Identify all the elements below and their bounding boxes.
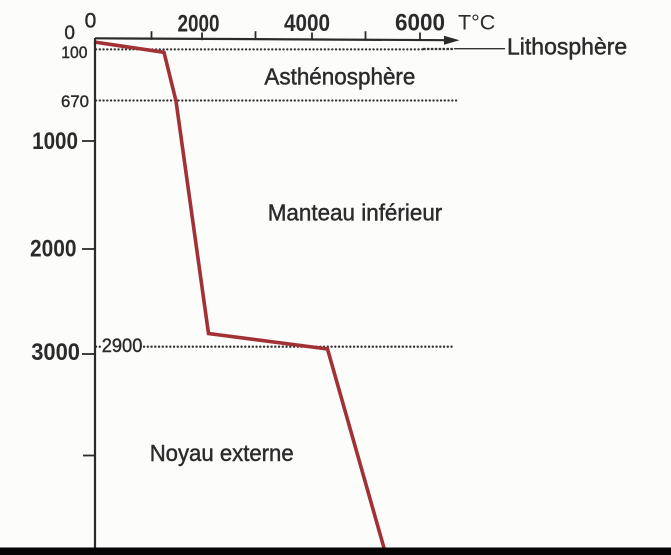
svg-text:3000: 3000 [31,339,80,366]
svg-text:2000: 2000 [178,10,220,37]
svg-text:T°C: T°C [458,11,495,35]
svg-text:4000: 4000 [284,10,330,37]
svg-text:0: 0 [64,23,75,44]
svg-text:Manteau inférieur: Manteau inférieur [268,200,443,226]
svg-text:6000: 6000 [395,10,445,37]
svg-text:Lithosphère: Lithosphère [507,34,627,60]
svg-text:2000: 2000 [30,235,77,262]
svg-text:0: 0 [85,10,97,33]
svg-text:Asthénosphère: Asthénosphère [264,63,415,89]
svg-text:1000: 1000 [32,128,78,155]
svg-text:2900: 2900 [102,336,143,357]
svg-text:Noyau externe: Noyau externe [150,440,294,466]
svg-text:100: 100 [61,43,87,62]
svg-text:670: 670 [61,93,89,111]
